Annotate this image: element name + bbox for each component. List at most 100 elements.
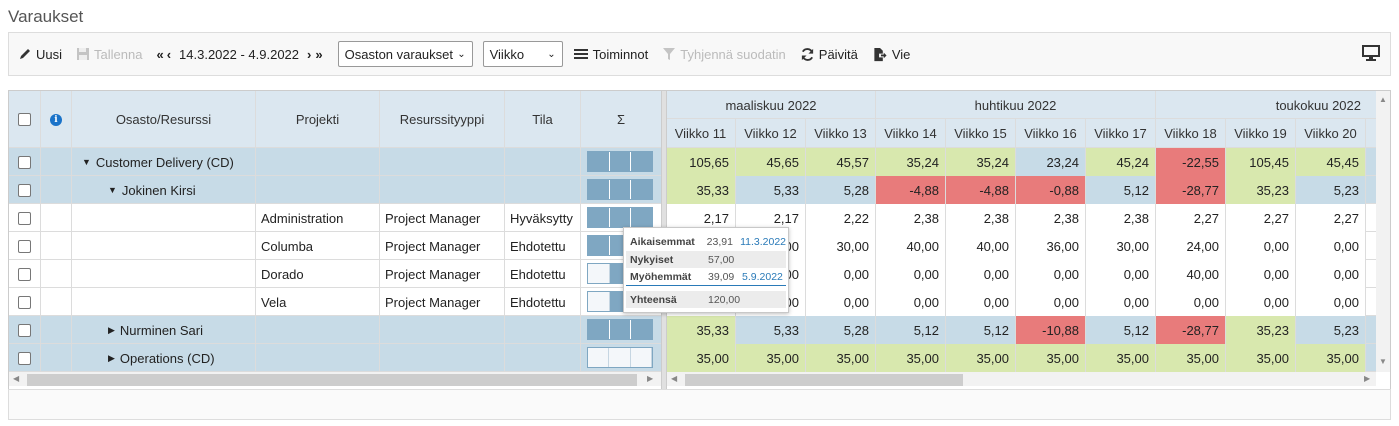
- scroll-right-icon[interactable]: ▶: [647, 374, 654, 383]
- value-cell[interactable]: 35,00: [806, 344, 876, 372]
- value-cell[interactable]: 35,00: [1156, 344, 1226, 372]
- value-cell[interactable]: 0,00: [876, 260, 946, 288]
- value-cell[interactable]: 2,22: [806, 204, 876, 232]
- value-cell[interactable]: 35,23: [1226, 176, 1296, 204]
- value-cell[interactable]: 30,00: [806, 232, 876, 260]
- table-row[interactable]: Vela Project Manager Ehdotettu: [9, 288, 661, 316]
- value-cell[interactable]: 5,12: [1086, 176, 1156, 204]
- value-cell[interactable]: 2,38: [946, 204, 1016, 232]
- save-button[interactable]: Tallenna: [76, 47, 142, 62]
- value-cell[interactable]: 45,57: [806, 148, 876, 176]
- right-scroll-thumb[interactable]: [685, 374, 963, 386]
- value-cell[interactable]: -4,88: [946, 176, 1016, 204]
- value-cell[interactable]: 40,00: [946, 232, 1016, 260]
- value-cell[interactable]: 0,00: [1296, 288, 1366, 316]
- sum-cell[interactable]: [581, 148, 661, 176]
- period-select[interactable]: Viikko ⌄: [482, 41, 563, 67]
- value-cell[interactable]: 40,00: [876, 232, 946, 260]
- table-row[interactable]: Dorado Project Manager Ehdotettu: [9, 260, 661, 288]
- value-cell[interactable]: 2,38: [876, 204, 946, 232]
- first-period-icon[interactable]: «: [156, 46, 163, 62]
- sum-bar[interactable]: [587, 347, 653, 368]
- table-row[interactable]: Columba Project Manager Ehdotettu: [9, 232, 661, 260]
- value-cell[interactable]: 36,00: [1016, 232, 1086, 260]
- value-cell[interactable]: 0,00: [806, 288, 876, 316]
- value-cell[interactable]: 0,00: [1226, 232, 1296, 260]
- value-cell[interactable]: 35,00: [1086, 344, 1156, 372]
- value-cell[interactable]: 35,00: [667, 344, 736, 372]
- value-cell[interactable]: 5,12: [1086, 316, 1156, 344]
- header-resource-type[interactable]: Resurssityyppi: [380, 91, 505, 148]
- left-horizontal-scrollbar[interactable]: ◀ ▶: [9, 372, 661, 386]
- refresh-button[interactable]: Päivitä: [800, 47, 858, 62]
- actions-button[interactable]: Toiminnot: [573, 47, 648, 62]
- value-cell[interactable]: 0,00: [1296, 232, 1366, 260]
- header-unit[interactable]: Osasto/Resurssi: [72, 91, 256, 148]
- value-cell[interactable]: 2,27: [1296, 204, 1366, 232]
- value-cell[interactable]: 23,24: [1016, 148, 1086, 176]
- value-cell[interactable]: 45,24: [1086, 148, 1156, 176]
- row-checkbox[interactable]: [18, 183, 31, 197]
- scroll-left-icon[interactable]: ◀: [13, 374, 20, 383]
- value-cell[interactable]: 35,00: [1296, 344, 1366, 372]
- right-horizontal-scrollbar[interactable]: ◀ ▶: [667, 372, 1376, 386]
- value-cell[interactable]: 35,00: [1016, 344, 1086, 372]
- value-cell[interactable]: 2,38: [1016, 204, 1086, 232]
- value-cell[interactable]: 0,00: [1086, 260, 1156, 288]
- value-cell[interactable]: 35,24: [946, 148, 1016, 176]
- next-period-icon[interactable]: ›: [307, 46, 312, 62]
- value-cell[interactable]: 35,23: [1226, 316, 1296, 344]
- info-icon[interactable]: i: [50, 113, 62, 126]
- value-cell[interactable]: 105,45: [1226, 148, 1296, 176]
- value-cell[interactable]: 35,33: [667, 176, 736, 204]
- table-row[interactable]: ▶ Operations (CD): [9, 344, 661, 372]
- row-checkbox[interactable]: [18, 351, 31, 365]
- scroll-up-icon[interactable]: ▲: [1379, 95, 1387, 104]
- week-header[interactable]: Viikko 13: [806, 119, 876, 147]
- value-cell[interactable]: 5,33: [736, 316, 806, 344]
- sum-cell[interactable]: [581, 204, 661, 232]
- new-button[interactable]: Uusi: [18, 47, 62, 62]
- sum-bar[interactable]: [587, 179, 653, 200]
- table-row[interactable]: Administration Project Manager Hyväksytty: [9, 204, 661, 232]
- table-row[interactable]: ▼ Customer Delivery (CD): [9, 148, 661, 176]
- scroll-right-icon[interactable]: ▶: [1364, 374, 1371, 383]
- value-cell[interactable]: 35,00: [1226, 344, 1296, 372]
- sum-cell[interactable]: [581, 316, 661, 344]
- left-scroll-thumb[interactable]: [27, 374, 637, 386]
- value-cell[interactable]: -22,55: [1156, 148, 1226, 176]
- sum-cell[interactable]: [581, 176, 661, 204]
- value-cell[interactable]: 35,00: [946, 344, 1016, 372]
- sum-bar[interactable]: [587, 207, 653, 228]
- view-select[interactable]: Osaston varaukset ⌄: [337, 41, 473, 67]
- table-row[interactable]: 105,65 45,65 45,57 35,24 35,24 23,24 45,24 -22,…: [667, 148, 1390, 176]
- sum-bar[interactable]: [587, 151, 653, 172]
- sum-bar[interactable]: [587, 319, 653, 340]
- week-header[interactable]: Viikko 20: [1296, 119, 1366, 147]
- header-project[interactable]: Projekti: [256, 91, 380, 148]
- value-cell[interactable]: 30,00: [1086, 232, 1156, 260]
- value-cell[interactable]: 5,28: [806, 176, 876, 204]
- week-header[interactable]: Viikko 16: [1016, 119, 1086, 147]
- value-cell[interactable]: 0,00: [946, 260, 1016, 288]
- value-cell[interactable]: 2,27: [1156, 204, 1226, 232]
- value-cell[interactable]: 0,00: [1226, 260, 1296, 288]
- value-cell[interactable]: 35,00: [876, 344, 946, 372]
- vertical-scrollbar[interactable]: ▲ ▼: [1376, 91, 1390, 372]
- collapse-icon[interactable]: ▼: [82, 157, 91, 167]
- value-cell[interactable]: 0,00: [1016, 288, 1086, 316]
- value-cell[interactable]: 35,00: [736, 344, 806, 372]
- table-row[interactable]: ▼ Jokinen Kirsi: [9, 176, 661, 204]
- row-checkbox[interactable]: [18, 155, 31, 169]
- scroll-down-icon[interactable]: ▼: [1379, 357, 1387, 366]
- table-row[interactable]: ▶ Nurminen Sari: [9, 316, 661, 344]
- value-cell[interactable]: 45,45: [1296, 148, 1366, 176]
- expand-icon[interactable]: ▶: [108, 324, 115, 335]
- row-checkbox[interactable]: [18, 323, 31, 337]
- value-cell[interactable]: 0,00: [1296, 260, 1366, 288]
- week-header[interactable]: Viikko 15: [946, 119, 1016, 147]
- table-row[interactable]: 35,33 5,33 5,28 -4,88 -4,88 -0,88 5,12 -28,77 35…: [667, 176, 1390, 204]
- week-header[interactable]: Viikko 11: [667, 119, 736, 147]
- value-cell[interactable]: -4,88: [876, 176, 946, 204]
- prev-period-icon[interactable]: ‹: [166, 46, 172, 62]
